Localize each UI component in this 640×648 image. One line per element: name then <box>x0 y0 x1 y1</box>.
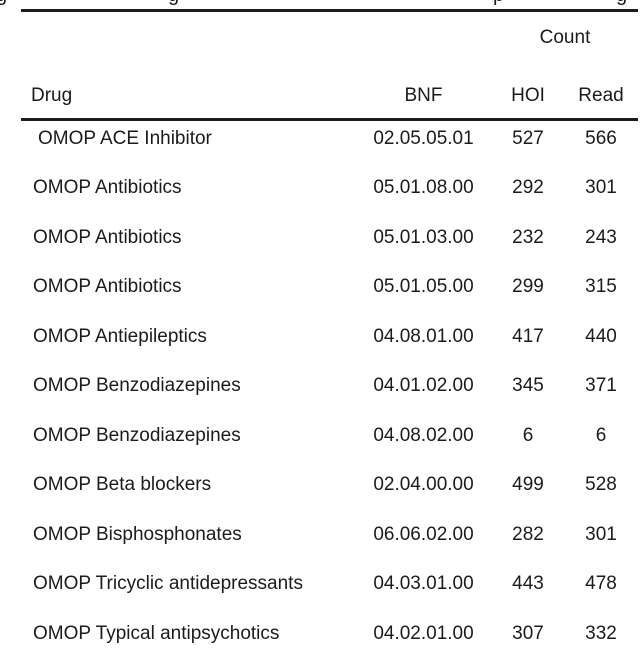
table-row: OMOP Benzodiazepines 04.08.02.00 6 6 <box>21 411 638 461</box>
cutoff-text-fragment: g <box>168 0 179 6</box>
table-row: OMOP Typical antipsychotics 04.02.01.00 … <box>21 609 638 648</box>
hoi-cell: 282 <box>512 523 544 545</box>
drug-cell: OMOP Bisphosphonates <box>33 523 242 545</box>
drug-cell: OMOP Beta blockers <box>33 474 212 496</box>
table-row: OMOP Antibiotics 05.01.05.00 299 315 <box>21 263 638 313</box>
read-cell: 315 <box>585 276 617 298</box>
table-column-headers: Drug BNF HOI Read <box>21 82 638 110</box>
table-row: OMOP ACE Inhibitor 02.05.05.01 527 566 <box>21 114 638 164</box>
hoi-cell: 345 <box>512 375 544 397</box>
bnf-cell: 02.04.00.00 <box>373 474 474 496</box>
table-header-rule <box>21 118 638 121</box>
column-header-read: Read <box>578 85 624 106</box>
hoi-cell: 307 <box>512 622 544 644</box>
read-cell: 301 <box>585 177 617 199</box>
table-row: OMOP Tricyclic antidepressants 04.03.01.… <box>21 560 638 610</box>
read-cell: 332 <box>585 622 617 644</box>
bnf-cell: 02.05.05.01 <box>373 127 474 149</box>
hoi-cell: 499 <box>512 474 544 496</box>
cutoff-text-fragment: p <box>493 0 504 6</box>
read-cell: 528 <box>585 474 617 496</box>
drug-cell: OMOP Typical antipsychotics <box>33 622 280 644</box>
table-body: OMOP ACE Inhibitor 02.05.05.01 527 566 O… <box>21 114 638 648</box>
column-header-drug: Drug <box>31 85 73 106</box>
table-top-rule <box>21 9 638 12</box>
read-cell: 478 <box>585 573 617 595</box>
hoi-cell: 232 <box>512 226 544 248</box>
drug-cell: OMOP Antibiotics <box>33 276 182 298</box>
table-row: OMOP Beta blockers 02.04.00.00 499 528 <box>21 461 638 511</box>
drug-cell: OMOP Antibiotics <box>33 177 182 199</box>
cutoff-caption-strip: g g p g <box>0 0 640 7</box>
hoi-cell: 443 <box>512 573 544 595</box>
hoi-cell: 527 <box>512 127 544 149</box>
bnf-cell: 04.02.01.00 <box>373 622 474 644</box>
table-row: OMOP Benzodiazepines 04.01.02.00 345 371 <box>21 362 638 412</box>
table-row: OMOP Bisphosphonates 06.06.02.00 282 301 <box>21 510 638 560</box>
read-cell: 566 <box>585 127 617 149</box>
bnf-cell: 06.06.02.00 <box>373 523 474 545</box>
bnf-cell: 04.08.02.00 <box>373 424 474 446</box>
hoi-cell: 6 <box>522 424 534 446</box>
drug-cell: OMOP Benzodiazepines <box>33 375 241 397</box>
read-cell: 440 <box>585 325 617 347</box>
table-row: OMOP Antiepileptics 04.08.01.00 417 440 <box>21 312 638 362</box>
drug-cell: OMOP Tricyclic antidepressants <box>33 573 303 595</box>
read-cell: 301 <box>585 523 617 545</box>
cutoff-text-fragment: g <box>616 0 627 6</box>
drug-cell: OMOP Antibiotics <box>33 226 182 248</box>
count-group-header: Count <box>539 27 591 48</box>
bnf-cell: 05.01.05.00 <box>373 276 474 298</box>
hoi-cell: 292 <box>512 177 544 199</box>
read-cell: 371 <box>585 375 617 397</box>
hoi-cell: 299 <box>512 276 544 298</box>
bnf-cell: 04.08.01.00 <box>373 325 474 347</box>
hoi-cell: 417 <box>512 325 544 347</box>
read-cell: 243 <box>585 226 617 248</box>
column-header-bnf: BNF <box>404 85 443 106</box>
bnf-cell: 04.01.02.00 <box>373 375 474 397</box>
bnf-cell: 05.01.08.00 <box>373 177 474 199</box>
bnf-cell: 04.03.01.00 <box>373 573 474 595</box>
drug-cell: OMOP ACE Inhibitor <box>38 127 212 149</box>
column-header-hoi: HOI <box>511 85 545 106</box>
table-row: OMOP Antibiotics 05.01.03.00 232 243 <box>21 213 638 263</box>
drug-cell: OMOP Benzodiazepines <box>33 424 241 446</box>
bnf-cell: 05.01.03.00 <box>373 226 474 248</box>
read-cell: 6 <box>595 424 607 446</box>
table-row: OMOP Antibiotics 05.01.08.00 292 301 <box>21 164 638 214</box>
cutoff-text-fragment: g <box>0 0 7 6</box>
drug-cell: OMOP Antiepileptics <box>33 325 207 347</box>
